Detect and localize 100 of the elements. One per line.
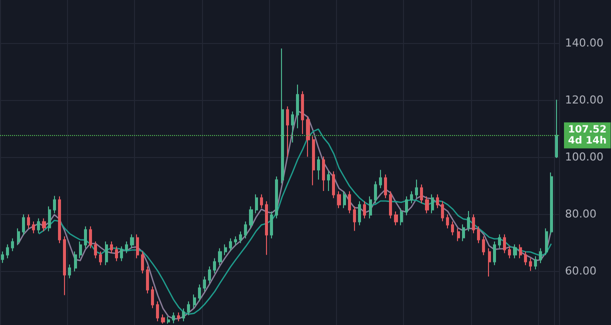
candlestick <box>369 196 372 219</box>
candlestick <box>488 248 491 278</box>
candlestick <box>550 172 553 235</box>
candlestick <box>32 221 35 234</box>
candlestick <box>177 312 180 322</box>
candlestick <box>529 258 532 272</box>
candlestick <box>141 250 144 274</box>
candlestick <box>343 190 346 209</box>
candlestick <box>482 236 485 256</box>
candlestick <box>400 208 403 226</box>
candlestick <box>120 246 123 262</box>
candlestick <box>425 196 429 214</box>
candlestick <box>270 211 273 239</box>
candlestick <box>457 228 460 242</box>
candlestick <box>11 238 14 252</box>
candlestick <box>151 286 154 309</box>
candlestick <box>89 226 92 249</box>
candlestick <box>384 174 387 199</box>
candlestick <box>6 244 9 259</box>
candlestick <box>198 284 201 302</box>
ref-line-label: 107.52 <box>568 124 607 136</box>
candlestick <box>193 294 196 309</box>
y-tick-label: 120.00 <box>565 93 604 106</box>
candlestick <box>301 90 304 134</box>
candlestick <box>249 206 253 229</box>
candlestick <box>296 84 299 129</box>
candlestick <box>462 224 465 242</box>
candlestick <box>420 184 423 204</box>
candlestick <box>446 214 449 229</box>
candlestick <box>172 312 175 324</box>
candlestick <box>182 308 185 322</box>
candlestick <box>524 250 527 266</box>
candlestick <box>58 196 61 244</box>
candlestick <box>84 226 87 249</box>
candlestick <box>105 240 108 266</box>
candlestick <box>22 214 25 236</box>
candlestick <box>306 116 310 158</box>
candlestick <box>229 238 232 252</box>
candlestick <box>467 210 470 232</box>
candlestick <box>327 170 330 192</box>
candlestick <box>451 221 454 236</box>
candlestick <box>260 194 263 209</box>
candlestick <box>363 200 366 219</box>
candlestick <box>545 228 548 256</box>
candlestick <box>410 190 413 204</box>
candlestick <box>477 226 480 244</box>
candlestick <box>312 136 315 186</box>
candlestick <box>539 248 542 264</box>
y-tick-label: 100.00 <box>565 150 604 164</box>
candlestick <box>167 316 170 324</box>
candlestick <box>42 218 46 232</box>
candlestick <box>53 195 56 214</box>
candlestick <box>146 266 149 294</box>
candlestick <box>317 156 320 180</box>
candlestick <box>322 156 325 192</box>
candlestick <box>161 314 165 324</box>
y-tick-label: 60.00 <box>565 264 596 278</box>
candlestick <box>99 250 102 266</box>
candlestick <box>291 110 294 144</box>
candlestick <box>63 236 66 296</box>
candlestick <box>337 190 341 209</box>
y-tick-label: 140.00 <box>565 36 604 50</box>
candlestick <box>281 48 284 184</box>
candlestick <box>379 169 382 189</box>
candlestick <box>156 300 159 322</box>
candlestick <box>37 218 40 234</box>
candlestick <box>493 240 496 266</box>
candlestick <box>431 194 434 214</box>
candlestick <box>555 99 558 158</box>
candlestick <box>17 228 20 246</box>
candlestick <box>405 196 408 216</box>
candlestick <box>218 248 222 266</box>
candlestick <box>394 211 398 226</box>
candlestick <box>68 264 71 279</box>
candlestick <box>353 206 356 232</box>
candlestick <box>503 234 506 254</box>
candlestick <box>115 246 118 262</box>
candlestick <box>436 194 439 209</box>
candlestick <box>265 200 268 256</box>
candlestick <box>389 190 392 219</box>
candlestick <box>513 244 517 259</box>
candlestick <box>224 244 227 256</box>
candlestick <box>472 214 475 234</box>
candlestick <box>332 170 335 199</box>
candlestick <box>519 244 522 259</box>
candlestick <box>234 236 237 246</box>
candlestick <box>48 206 51 232</box>
candlestick <box>275 176 278 219</box>
candlestick <box>125 240 128 254</box>
candlestick <box>187 300 190 316</box>
candlestick <box>415 179 418 199</box>
y-tick-label: 80.00 <box>565 207 596 220</box>
candlestick <box>239 230 242 244</box>
candlestick <box>508 246 511 259</box>
candlestick <box>130 234 134 249</box>
candlestick <box>94 240 97 259</box>
candlestick <box>358 200 361 226</box>
candlestick <box>255 194 258 214</box>
candlestick <box>244 221 247 239</box>
candlestick <box>27 214 30 229</box>
